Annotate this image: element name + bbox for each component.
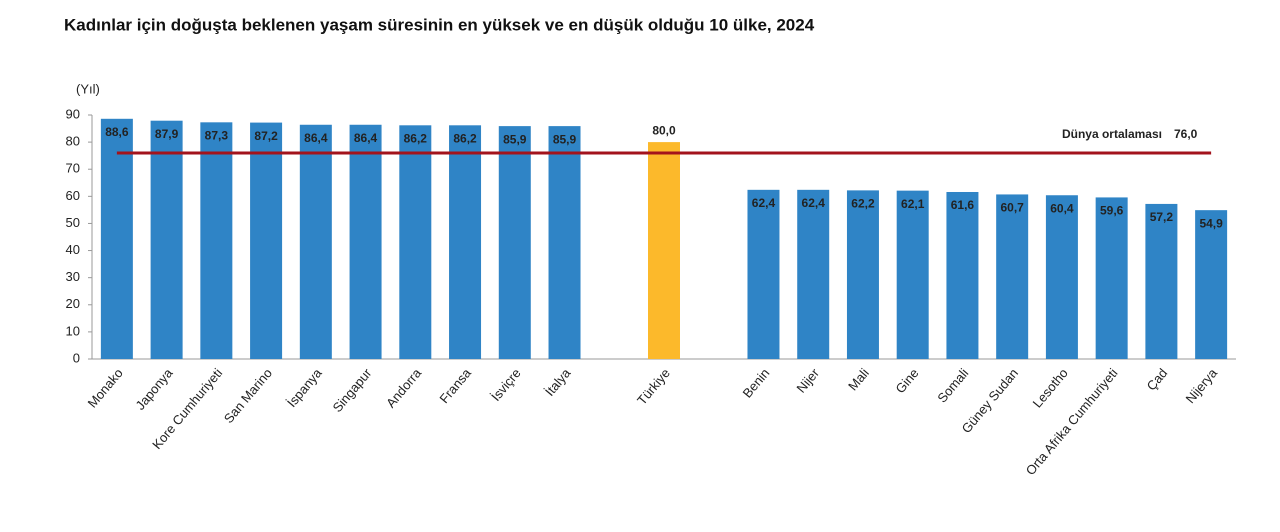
bar [250, 122, 283, 359]
y-tick-label: 80 [66, 134, 80, 149]
y-tick-label: 60 [66, 188, 80, 203]
value-label: 62,2 [851, 197, 875, 211]
value-label: 87,3 [205, 128, 229, 142]
y-tick-label: 90 [66, 106, 80, 121]
x-tick-label: Japonya [132, 365, 176, 413]
bar [846, 190, 879, 359]
y-tick-label: 0 [73, 350, 80, 365]
y-tick-label: 30 [66, 269, 80, 284]
bar [1195, 210, 1228, 359]
x-tick-label: İsviçre [488, 365, 524, 403]
bar [1095, 197, 1128, 359]
value-label: 86,2 [404, 131, 428, 145]
value-label: 85,9 [503, 132, 527, 146]
y-tick-label: 10 [66, 323, 80, 338]
bar [747, 189, 780, 359]
x-tick-label: Fransa [436, 365, 474, 406]
x-tick-label: Nijerya [1183, 365, 1221, 406]
value-label: 60,4 [1050, 201, 1074, 215]
y-axis-label: (Yıl) [76, 81, 100, 96]
x-tick-label: Çad [1143, 365, 1170, 393]
value-label: 62,4 [802, 196, 826, 210]
y-tick-label: 70 [66, 161, 80, 176]
x-tick-label: Benin [740, 365, 773, 400]
y-tick-label: 40 [66, 242, 80, 257]
bar [648, 142, 680, 359]
chart-title: Kadınlar için doğuşta beklenen yaşam sür… [64, 15, 815, 34]
reference-label: Dünya ortalaması [1062, 127, 1162, 141]
x-tick-label: Orta Afrika Cumhuriyeti [1023, 365, 1121, 478]
bar [100, 118, 133, 359]
y-tick-label: 20 [66, 296, 80, 311]
x-tick-label: Singapur [330, 365, 375, 415]
x-tick-label: Lesotho [1030, 365, 1071, 410]
x-tick-label: San Marino [221, 365, 275, 426]
value-label: 86,2 [453, 131, 477, 145]
bar [449, 125, 482, 360]
x-tick-label: İtalya [542, 365, 574, 399]
bar [946, 191, 979, 359]
bar [200, 122, 233, 359]
x-tick-label: Nijer [793, 365, 822, 396]
bar [399, 125, 432, 360]
x-tick-label: Somali [934, 365, 971, 405]
value-label: 57,2 [1150, 210, 1174, 224]
value-label: 61,6 [951, 198, 975, 212]
x-tick-label: Mali [845, 365, 872, 393]
x-tick-label: Andorra [383, 365, 425, 411]
value-label: 86,4 [304, 131, 328, 145]
bar [349, 124, 382, 359]
bar [498, 126, 531, 359]
bar [299, 124, 332, 359]
bar [548, 126, 581, 359]
bar [1045, 195, 1078, 359]
value-label: 62,1 [901, 197, 925, 211]
y-tick-label: 50 [66, 215, 80, 230]
value-label: 59,6 [1100, 204, 1124, 218]
value-label: 60,7 [1000, 201, 1024, 215]
x-tick-label: Gine [892, 365, 921, 396]
x-tick-label: Türkiye [634, 365, 673, 407]
value-label: 62,4 [752, 196, 776, 210]
bar [797, 189, 830, 359]
reference-value-label: 76,0 [1174, 127, 1198, 141]
bar [896, 190, 929, 359]
x-tick-label: Monako [85, 365, 126, 410]
value-label: 86,4 [354, 131, 378, 145]
bar [1145, 203, 1178, 359]
value-label: 80,0 [652, 123, 676, 137]
value-label: 87,2 [254, 129, 278, 143]
bar [996, 194, 1029, 359]
value-label: 85,9 [553, 132, 577, 146]
x-tick-label: İspanya [284, 365, 325, 410]
bar [150, 120, 183, 360]
value-label: 88,6 [105, 125, 129, 139]
value-label: 54,9 [1199, 216, 1223, 230]
value-label: 87,9 [155, 127, 179, 141]
